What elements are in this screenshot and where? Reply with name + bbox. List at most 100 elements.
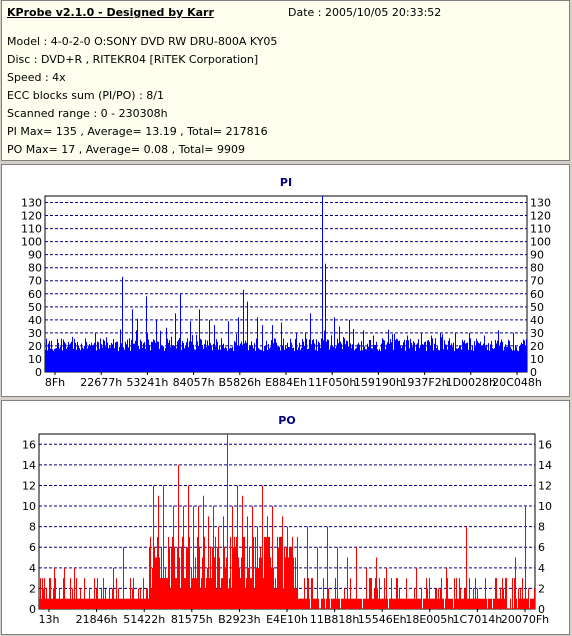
data-bar	[123, 547, 124, 609]
data-bar	[91, 342, 92, 372]
data-bar	[450, 345, 451, 372]
data-bar	[433, 350, 434, 372]
data-bar	[299, 342, 300, 372]
data-bar	[161, 345, 162, 372]
data-bar	[133, 578, 134, 609]
data-bar	[407, 335, 408, 372]
data-bar	[61, 338, 62, 372]
data-bar	[83, 598, 84, 609]
data-bar	[484, 335, 485, 372]
data-bar	[438, 588, 439, 609]
data-bar	[63, 578, 64, 609]
data-bar	[234, 341, 235, 372]
data-bar	[485, 578, 486, 609]
data-bar	[268, 344, 269, 372]
data-bar	[426, 578, 427, 609]
data-bar	[75, 598, 76, 609]
data-bar	[520, 344, 521, 372]
data-bar	[488, 343, 489, 372]
data-bar	[173, 506, 174, 609]
data-bar	[445, 598, 446, 609]
data-bar	[225, 347, 226, 372]
data-bar	[512, 350, 513, 372]
data-bar	[140, 339, 141, 372]
data-bar	[255, 350, 256, 372]
data-bar	[254, 588, 255, 609]
data-bar	[348, 346, 349, 372]
data-bar	[298, 598, 299, 609]
data-bar	[424, 598, 425, 609]
pi-stats: PI Max= 135 , Average= 13.19 , Total= 21…	[7, 125, 268, 138]
data-bar	[334, 598, 335, 609]
data-bar	[309, 598, 310, 609]
data-bar	[476, 338, 477, 372]
data-bar	[495, 339, 496, 372]
data-bar	[176, 348, 177, 372]
data-bar	[329, 598, 330, 609]
y-tick-label-right: 10	[530, 353, 544, 366]
data-bar	[364, 346, 365, 372]
data-bar	[69, 344, 70, 372]
data-bar	[64, 567, 65, 609]
data-bar	[139, 598, 140, 609]
data-bar	[284, 547, 285, 609]
data-bar	[410, 598, 411, 609]
data-bar	[297, 536, 298, 609]
y-tick-label-left: 0	[29, 603, 36, 616]
data-bar	[219, 557, 220, 609]
data-bar	[199, 547, 200, 609]
data-bar	[182, 536, 183, 609]
data-bar	[336, 346, 337, 372]
data-bar	[497, 340, 498, 372]
data-bar	[79, 598, 80, 609]
data-bar	[264, 536, 265, 609]
data-bar	[291, 547, 292, 609]
data-bar	[181, 350, 182, 372]
data-bar	[327, 339, 328, 372]
data-bar	[141, 341, 142, 372]
data-bar	[417, 343, 418, 372]
data-bar	[308, 348, 309, 372]
data-bar	[333, 598, 334, 609]
data-bar	[122, 598, 123, 609]
data-bar	[54, 348, 55, 372]
data-bar	[89, 344, 90, 372]
data-bar	[227, 350, 228, 372]
data-bar	[447, 578, 448, 609]
data-bar	[523, 598, 524, 609]
data-bar	[45, 349, 46, 372]
data-bar	[300, 598, 301, 609]
data-bar	[424, 342, 425, 372]
data-bar	[279, 346, 280, 372]
data-bar	[103, 339, 104, 372]
y-tick-label-right: 40	[530, 314, 544, 327]
data-bar	[184, 348, 185, 372]
data-bar	[268, 536, 269, 609]
data-bar	[263, 351, 264, 372]
data-bar	[271, 340, 272, 372]
data-bar	[351, 598, 352, 609]
data-bar	[425, 341, 426, 372]
data-bar	[226, 557, 227, 609]
data-bar	[273, 567, 274, 609]
data-bar	[367, 598, 368, 609]
data-bar	[491, 340, 492, 372]
data-bar	[75, 343, 76, 372]
data-bar	[209, 319, 210, 372]
data-bar	[162, 346, 163, 372]
data-bar	[169, 340, 170, 372]
data-bar	[105, 588, 106, 609]
data-bar	[481, 598, 482, 609]
data-bar	[207, 567, 208, 609]
data-bar	[230, 347, 231, 372]
data-bar	[126, 344, 127, 372]
data-bar	[142, 347, 143, 372]
data-bar	[290, 547, 291, 609]
data-bar	[519, 346, 520, 372]
data-bar	[371, 578, 372, 609]
data-bar	[306, 338, 307, 372]
data-bar	[193, 506, 194, 609]
data-bar	[97, 341, 98, 372]
data-bar	[532, 598, 533, 609]
data-bar	[44, 578, 45, 609]
